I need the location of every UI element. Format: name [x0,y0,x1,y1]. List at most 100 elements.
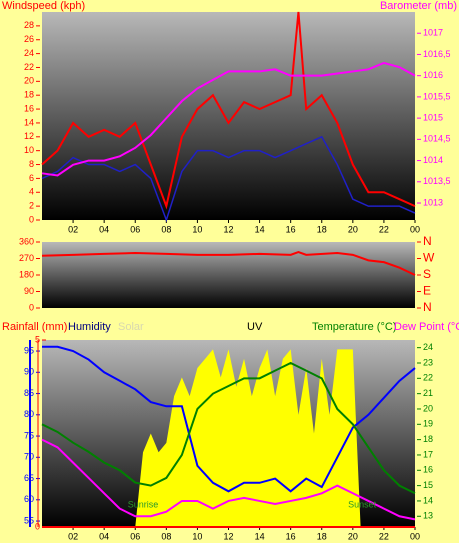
tick-label: 0 [35,521,40,531]
plot-area [42,242,415,308]
tick-label: 21 [423,388,433,398]
legend-header: Dew Point (°C [394,321,459,333]
y-axis-title: Windspeed (kph) [2,0,85,12]
legend-header: Temperature (°C) [312,321,396,333]
legend-header: Solar [118,321,144,333]
tick-label: 95 [24,345,34,355]
x-tick-label: 22 [379,531,389,541]
tick-label: 1017 [423,28,443,38]
tick-label: 16 [24,103,34,113]
series-line [41,135,416,223]
x-tick-label: 06 [130,531,140,541]
tick-label: 20 [423,403,433,413]
tick-label: 60 [24,494,34,504]
x-tick-label: 00 [410,531,420,541]
tick-label: 1014,5 [423,134,451,144]
legend-header: Rainfall (mm) [2,321,67,333]
x-tick-label: 08 [161,224,171,234]
tick-label: 180 [19,269,34,279]
tick-label: 70 [24,452,34,462]
x-tick-label: 22 [379,224,389,234]
tick-label: 75 [24,430,34,440]
tick-label: E [423,284,431,298]
tick-label: 1014 [423,155,443,165]
x-tick-label: 00 [410,224,420,234]
x-tick-label: 16 [286,224,296,234]
x-tick-label: 20 [348,531,358,541]
plot-area [42,12,415,220]
x-tick-label: 16 [286,531,296,541]
tick-label: 8 [29,159,34,169]
tick-label: 85 [24,388,34,398]
series-line [41,61,416,177]
tick-label: 1015 [423,112,443,122]
x-tick-label: 12 [223,224,233,234]
tick-label: 16 [423,465,433,475]
x-tick-label: 04 [99,224,109,234]
x-tick-label: 02 [68,224,78,234]
tick-label: 2 [29,201,34,211]
tick-label: 1013 [423,197,443,207]
tick-label: 360 [19,236,34,246]
tick-label: 1013,5 [423,176,451,186]
annotation: Sunrise [128,499,159,509]
tick-label: 1016 [423,70,443,80]
tick-label: 1016,5 [423,49,451,59]
tick-label: S [423,267,431,281]
x-tick-label: 18 [317,224,327,234]
tick-label: 14 [423,495,433,505]
x-tick-label: 10 [192,531,202,541]
tick-label: 19 [423,419,433,429]
tick-label: 18 [24,90,34,100]
tick-label: 13 [423,511,433,521]
series-line [41,11,416,210]
y2-axis-title: Barometer (mb) [380,0,457,12]
tick-label: 15 [423,480,433,490]
x-tick-label: 04 [99,531,109,541]
legend-header: Humidity [68,321,111,333]
series-line [41,361,416,495]
series-line [42,345,416,493]
tick-label: 55 [24,515,34,525]
tick-label: 90 [24,367,34,377]
tick-label: 24 [423,342,433,352]
x-tick-label: 14 [255,531,265,541]
tick-label: N [423,300,432,314]
tick-label: 65 [24,473,34,483]
tick-label: 5 [35,334,40,344]
tick-label: N [423,234,432,248]
tick-label: 1015,5 [423,91,451,101]
tick-label: 0 [29,302,34,312]
annotation: Sunset [348,499,377,509]
tick-label: 0 [29,214,34,224]
tick-label: 4 [29,187,34,197]
tick-label: 14 [24,117,34,127]
tick-label: 90 [24,286,34,296]
series-line [41,438,416,521]
solar-area [135,349,361,527]
tick-label: 12 [24,131,34,141]
tick-label: 10 [24,145,34,155]
tick-label: 24 [24,48,34,58]
legend-header: UV [247,321,263,333]
tick-label: 17 [423,449,433,459]
tick-label: 20 [24,76,34,86]
x-tick-label: 10 [192,224,202,234]
tick-label: 28 [24,20,34,30]
tick-label: 26 [24,34,34,44]
tick-label: 22 [423,373,433,383]
x-tick-label: 12 [223,531,233,541]
x-tick-label: 02 [68,531,78,541]
tick-label: 18 [423,434,433,444]
tick-label: W [423,251,435,265]
tick-label: 23 [423,357,433,367]
x-tick-label: 14 [255,224,265,234]
x-tick-label: 08 [161,531,171,541]
series-line [41,251,416,276]
x-tick-label: 18 [317,531,327,541]
tick-label: 6 [29,173,34,183]
x-tick-label: 20 [348,224,358,234]
tick-label: 22 [24,62,34,72]
tick-label: 80 [24,409,34,419]
